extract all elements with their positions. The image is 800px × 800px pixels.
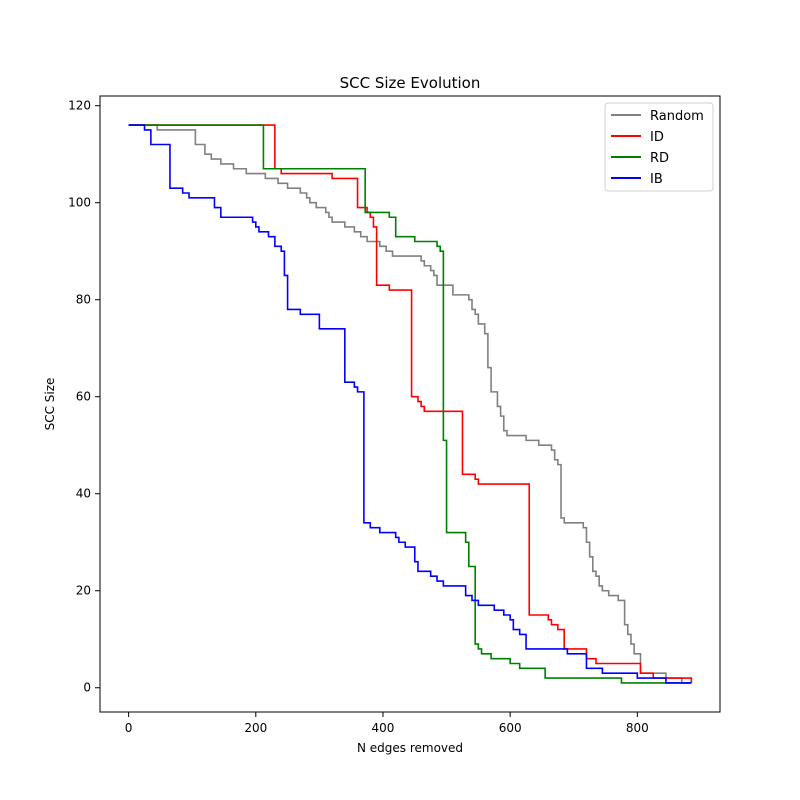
axis-ticks: 0 200 400 600 800 0 20 40 60 80 100 120 (68, 99, 649, 735)
legend: Random ID RD IB (604, 102, 714, 192)
legend-label-ib: IB (650, 172, 663, 187)
x-tick-label: 0 (125, 721, 133, 735)
y-tick-label: 80 (76, 293, 91, 307)
y-tick-label: 100 (68, 196, 91, 210)
y-tick-label: 20 (76, 584, 91, 598)
x-tick-label: 600 (499, 721, 522, 735)
y-tick-label: 0 (83, 681, 91, 695)
series-lines (128, 124, 693, 684)
legend-label-random: Random (650, 109, 704, 124)
legend-label-id: ID (650, 130, 664, 145)
x-axis-label: N edges removed (357, 741, 463, 755)
y-tick-label: 40 (76, 487, 91, 501)
y-axis-label: SCC Size (43, 378, 57, 431)
legend-label-rd: RD (650, 151, 669, 166)
x-tick-label: 800 (626, 721, 649, 735)
series-line-ib (128, 124, 692, 684)
series-line-rd (128, 124, 692, 684)
x-tick-label: 400 (372, 721, 395, 735)
x-tick-label: 200 (244, 721, 267, 735)
plot-frame (99, 95, 721, 713)
legend-box (604, 102, 714, 192)
y-tick-label: 120 (68, 99, 91, 113)
chart-title: SCC Size Evolution (340, 74, 481, 92)
series-line-random (128, 124, 692, 684)
y-tick-label: 60 (76, 390, 91, 404)
